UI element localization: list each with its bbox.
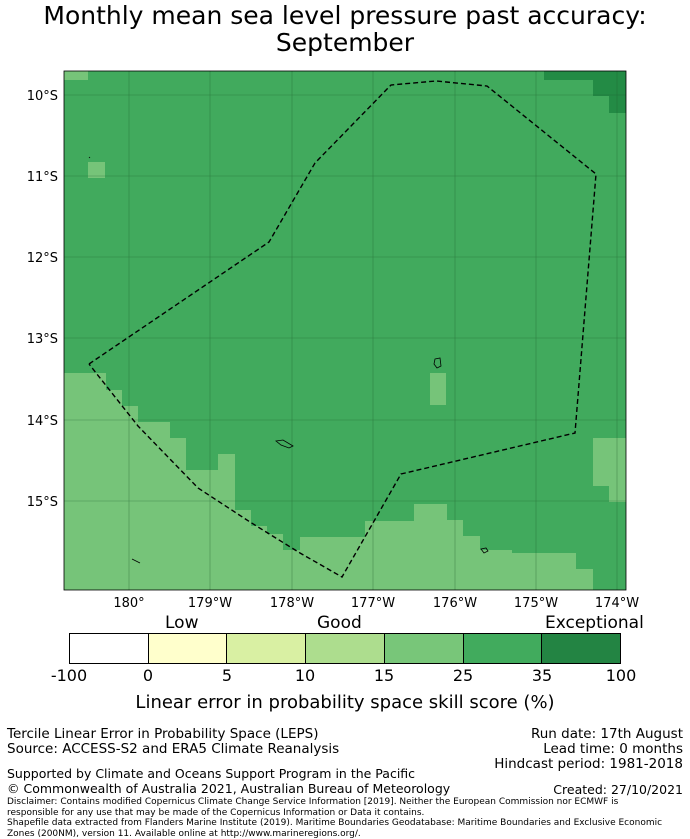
page-subtitle: September [275, 28, 415, 57]
map: 10°S11°S12°S13°S14°S15°S 180° 179°W 178°W 1… [27, 70, 639, 611]
lon-label: 175°W [514, 596, 558, 611]
lat-label: 12°S [27, 251, 58, 266]
category-good: Good [317, 613, 362, 633]
colorbar-segment [148, 634, 228, 663]
lat-label: 15°S [27, 495, 58, 510]
grid-region-lowskill-south [64, 373, 593, 590]
colorbar-segment [227, 634, 307, 663]
footer-method: Tercile Linear Error in Probability Spac… [7, 726, 319, 742]
lat-label: 13°S [27, 332, 58, 347]
page-title: Monthly mean sea level pressure past acc… [43, 1, 647, 30]
islands [88, 156, 489, 564]
disclaimer-line: Disclaimer: Contains modified Copernicus… [7, 797, 619, 807]
colorbar-segment [70, 634, 149, 663]
disclaimer-line: Zones (200NM), version 11. Available onl… [7, 828, 361, 839]
colorbar-tick: 15 [373, 666, 395, 685]
colorbar-tick: 100 [605, 666, 637, 685]
disclaimer: Disclaimer: Contains modified Copernicus… [7, 797, 687, 839]
grid-region-lowskill-nw [64, 71, 88, 80]
colorbar-segment [542, 634, 621, 663]
lon-label: 177°W [351, 596, 395, 611]
latitude-labels: 10°S 11°S 12°S 13°S 14°S 15°S [27, 89, 58, 510]
colorbar-tick: -100 [50, 666, 88, 685]
colorbar-tick: 0 [142, 666, 154, 685]
footer-copyright: © Commonwealth of Australia 2021, Austra… [7, 781, 451, 796]
lon-label: 174°W [595, 596, 639, 611]
lat-label: 11°S [27, 170, 58, 185]
lon-label: 180° [113, 596, 144, 611]
colorbar-tick: 5 [221, 666, 233, 685]
footer-run-date: Run date: 17th August [530, 726, 683, 742]
disclaimer-line: responsible for any use that may be made… [7, 807, 425, 818]
colorbar-label: Linear error in probability space skill … [135, 692, 555, 713]
lat-label: 14°S [27, 414, 58, 429]
lat-label: 10°S [27, 89, 58, 104]
grid-region-lowskill-west [88, 162, 105, 178]
grid-region-exceptional [544, 71, 626, 113]
footer-hindcast: Hindcast period: 1981-2018 [494, 756, 683, 772]
footer-lead-time: Lead time: 0 months [543, 741, 683, 757]
footer-support: Supported by Climate and Oceans Support … [7, 766, 416, 781]
colorbar-segment [384, 634, 464, 663]
eez-boundary [88, 80, 597, 578]
graticule [64, 71, 626, 590]
colorbar-segment [463, 634, 543, 663]
footer-source: Source: ACCESS-S2 and ERA5 Climate Reana… [7, 741, 340, 757]
colorbar-tick: 25 [452, 666, 474, 685]
grid-region-lowskill-center [430, 373, 446, 405]
lon-label: 179°W [188, 596, 232, 611]
disclaimer-line: Shapefile data extracted from Flanders M… [7, 818, 663, 828]
category-low: Low [165, 613, 199, 633]
lon-label: 178°W [270, 596, 314, 611]
colorbar [69, 633, 621, 664]
category-exceptional: Exceptional [545, 613, 644, 633]
colorbar-segment [306, 634, 385, 663]
skill-grid [64, 71, 626, 590]
grid-region-lowskill-east [593, 438, 626, 502]
lon-label: 176°W [433, 596, 477, 611]
colorbar-tick: 35 [531, 666, 553, 685]
longitude-labels: 180° 179°W 178°W 177°W 176°W 175°W 174°W [113, 596, 639, 611]
map-frame [63, 70, 627, 591]
footer-created: Created: 27/10/2021 [553, 782, 683, 797]
colorbar-tick: 10 [294, 666, 316, 685]
